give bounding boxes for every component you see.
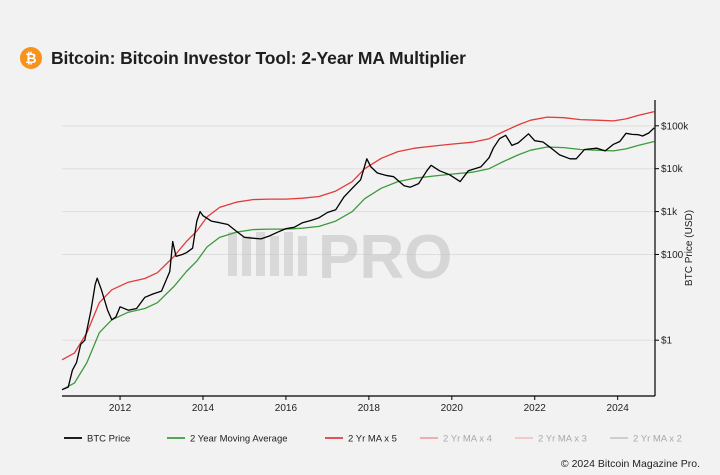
legend-label: 2 Yr MA x 4 [443,434,492,445]
series-line-ma-x5 [61,110,655,361]
legend-item: BTC Price [64,434,130,445]
x-tick-label: 2018 [358,403,381,414]
y-axis-title: BTC Price (USD) [684,210,695,286]
legend-item: 2 Yr MA x 3 [515,434,587,445]
x-tick-label: 2024 [607,403,630,414]
chart-header: ₿ Bitcoin: Bitcoin Investor Tool: 2-Year… [20,44,466,72]
page-title: Bitcoin: Bitcoin Investor Tool: 2-Year M… [51,47,466,68]
legend-label: 2 Yr MA x 3 [538,434,587,445]
watermark-bar [256,232,265,276]
series-line-btc-price [61,127,655,391]
bitcoin-icon: ₿ [20,47,42,69]
x-tick-label: 2012 [109,403,132,414]
legend-item: 2 Year Moving Average [167,434,288,445]
y-tick-label: $1k [661,207,678,218]
plot-area [62,100,655,396]
legend-label: 2 Yr MA x 5 [348,434,397,445]
x-tick-label: 2020 [441,403,464,414]
legend-label: 2 Year Moving Average [190,434,288,445]
legend-item: 2 Yr MA x 2 [610,434,682,445]
legend-label: 2 Yr MA x 2 [633,434,682,445]
watermark-bar [270,236,279,276]
legend-item: 2 Yr MA x 5 [325,434,397,445]
watermark-bar [284,232,293,276]
x-tick-label: 2014 [192,403,215,414]
watermark-text: PRO [318,223,452,292]
copyright-footer: © 2024 Bitcoin Magazine Pro. [560,458,700,470]
watermark-bar [298,236,307,276]
x-tick-label: 2022 [524,403,547,414]
watermark-bar [242,236,251,276]
y-tick-label: $100 [661,250,684,261]
y-tick-label: $10k [661,164,684,175]
legend-label: BTC Price [87,434,130,445]
watermark-bar [228,232,237,276]
series-line-2yr-ma [61,140,655,391]
y-tick-label: $100k [661,121,689,132]
x-tick-label: 2016 [275,403,298,414]
y-tick-label: $1 [661,336,673,347]
legend-item: 2 Yr MA x 4 [420,434,492,445]
